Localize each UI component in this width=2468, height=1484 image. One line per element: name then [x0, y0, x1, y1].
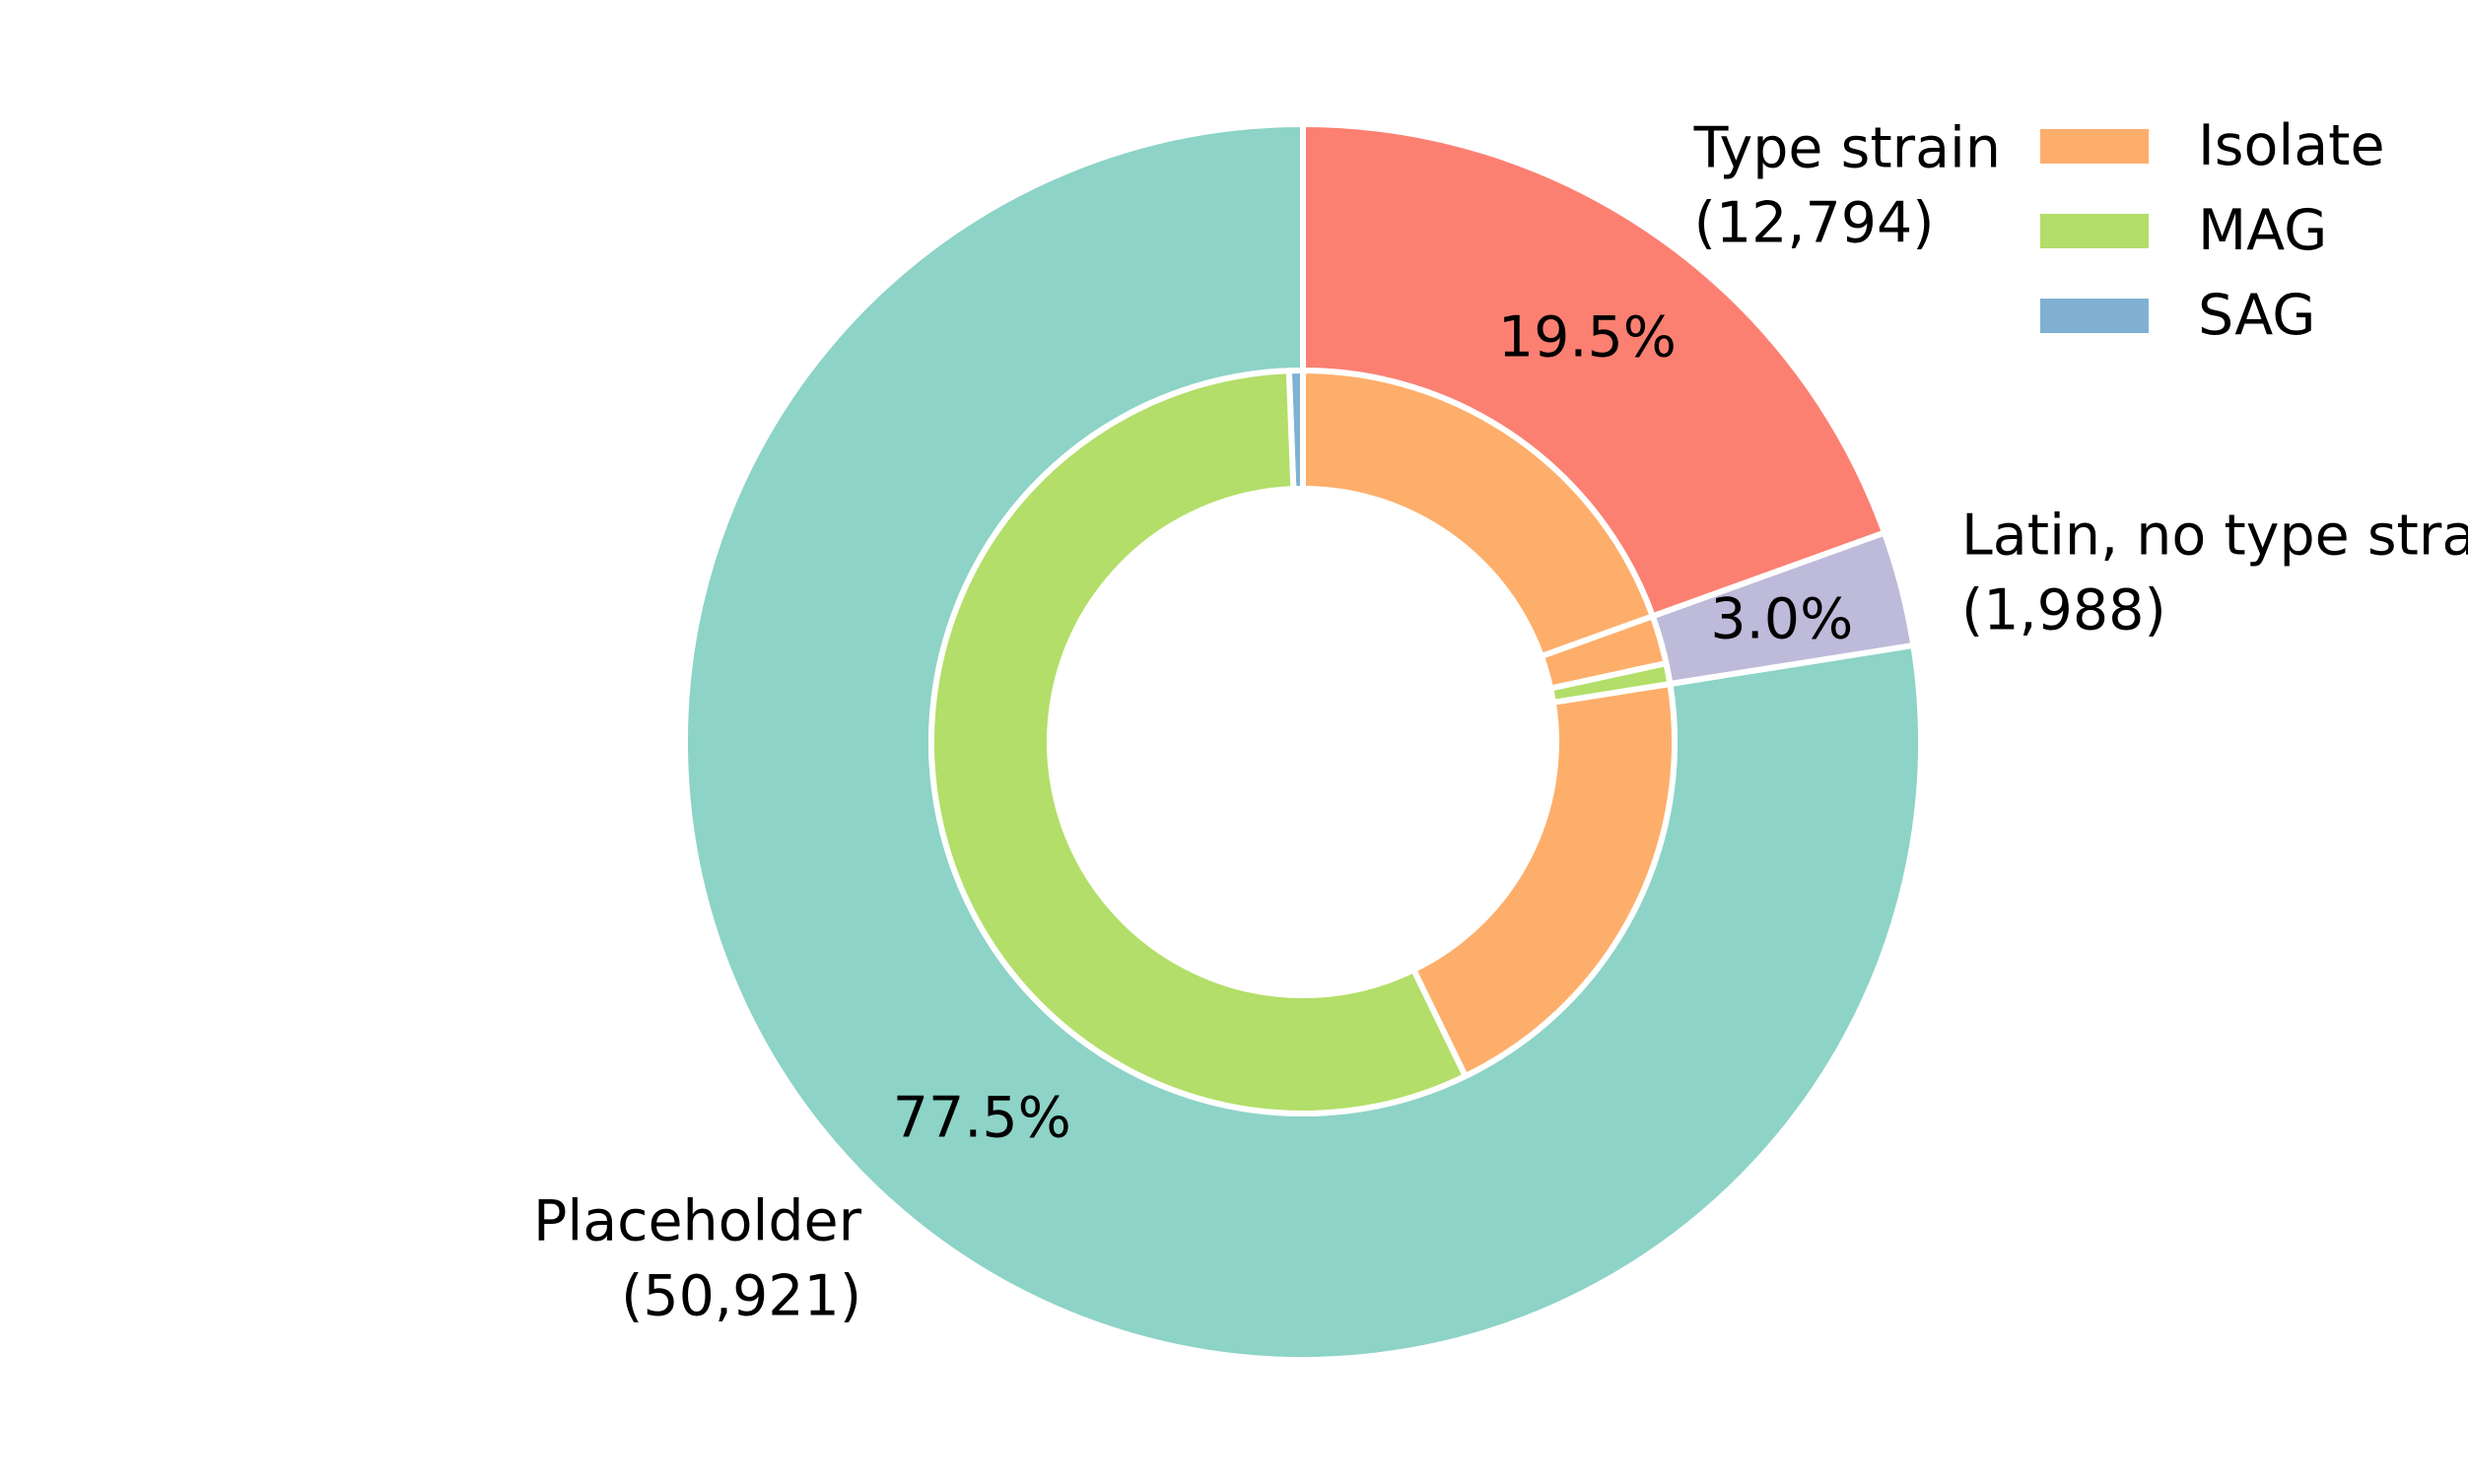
percent-label-placeholder: 77.5%	[893, 1085, 1071, 1150]
legend-label-isolate: Isolate	[2198, 113, 2385, 178]
inner-ring	[928, 368, 1678, 1116]
percent-label-type-strain: 19.5%	[1498, 305, 1677, 371]
slice-label-latin-no-type-strain: Latin, no type strain	[1961, 503, 2468, 568]
inner-slice-placeholder-mag	[928, 368, 1469, 1116]
legend-item-isolate: Isolate	[2040, 103, 2385, 188]
legend-item-sag: SAG	[2040, 273, 2385, 358]
inner-slice-placeholder-isolate	[1410, 681, 1678, 1080]
legend-item-mag: MAG	[2040, 188, 2385, 273]
legend-label-mag: MAG	[2198, 198, 2328, 263]
slice-label-type-strain: Type strain	[1693, 116, 2001, 181]
slice-count-type-strain: (12,794)	[1694, 191, 1935, 256]
legend-swatch-isolate	[2040, 128, 2149, 164]
slice-labels: 77.5% Placeholder (50,921) 3.0% Latin, no ty…	[533, 116, 2468, 1329]
legend: Isolate MAG SAG	[2040, 103, 2385, 358]
legend-swatch-mag	[2040, 213, 2149, 248]
slice-count-placeholder: (50,921)	[621, 1263, 861, 1328]
legend-swatch-sag	[2040, 298, 2149, 333]
inner-slice-type-strain-isolate	[1300, 368, 1656, 659]
outer-ring	[682, 121, 1924, 1363]
percent-label-latin-no-type-strain: 3.0%	[1710, 586, 1853, 651]
slice-label-placeholder: Placeholder	[533, 1188, 862, 1253]
slice-count-latin-no-type-strain: (1,988)	[1961, 577, 2166, 642]
legend-label-sag: SAG	[2198, 283, 2316, 348]
